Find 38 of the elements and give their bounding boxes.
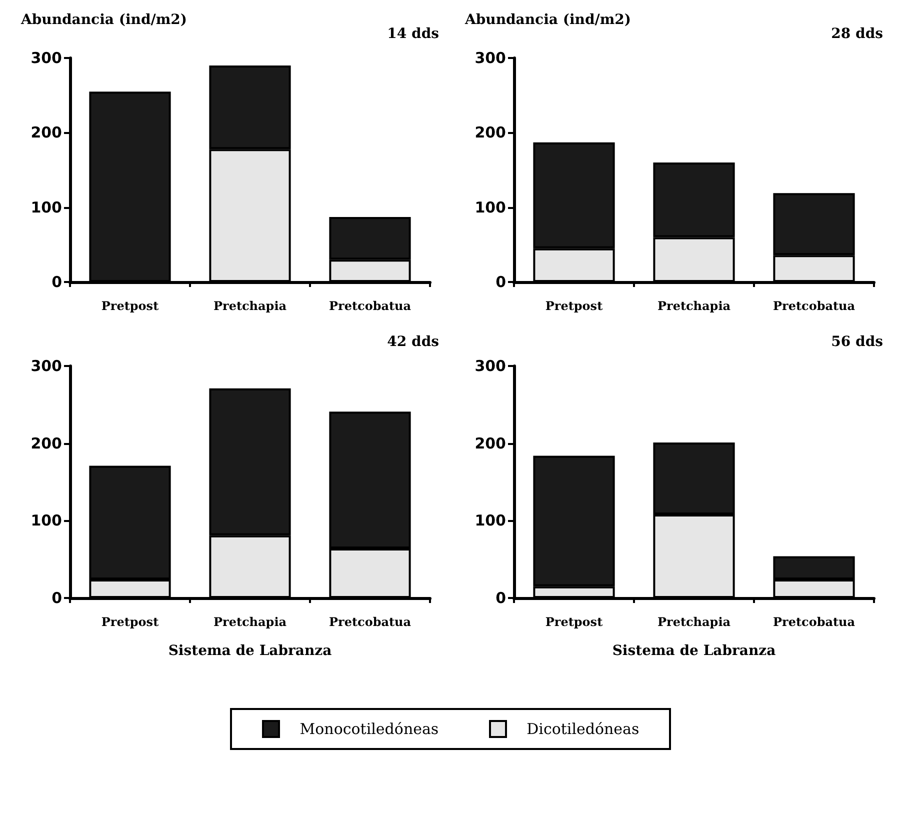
x-tick-label: Pretpost <box>101 615 160 629</box>
x-tick-label: Pretchapia <box>213 299 287 313</box>
x-tick-label: Pretpost <box>545 615 604 629</box>
y-axis-title: Abundancia (ind/m2) <box>20 12 188 28</box>
y-tick-label: 300 <box>30 357 62 375</box>
x-tick-label: Pretcobatua <box>328 615 412 629</box>
x-tick-label: Pretcobatua <box>772 299 856 313</box>
chart-title: 56 dds <box>831 334 884 350</box>
chart-title: 28 dds <box>831 26 884 42</box>
x-tick-label: Pretchapia <box>657 299 731 313</box>
y-tick-label: 100 <box>474 198 506 216</box>
chart-title: 42 dds <box>387 334 440 350</box>
y-tick-label: 200 <box>474 124 506 142</box>
chart-title: 14 dds <box>387 26 440 42</box>
y-tick-label: 200 <box>30 434 62 452</box>
x-tick-label: Pretcobatua <box>328 299 412 313</box>
x-tick-label: Pretpost <box>545 299 604 313</box>
y-tick-label: 100 <box>30 512 62 530</box>
y-tick-label: 0 <box>496 589 506 607</box>
y-tick-label: 300 <box>474 49 506 67</box>
y-tick-label: 100 <box>30 198 62 216</box>
x-axis-title: Sistema de Labranza <box>612 643 776 659</box>
y-tick-label: 0 <box>52 273 62 291</box>
legend-label: Monocotiledóneas <box>300 720 439 738</box>
legend-label: Dicotiledóneas <box>526 720 640 738</box>
y-tick-label: 200 <box>474 434 506 452</box>
y-tick-label: 0 <box>496 273 506 291</box>
y-tick-label: 300 <box>30 49 62 67</box>
x-axis-title: Sistema de Labranza <box>168 643 332 659</box>
x-tick-label: Pretchapia <box>657 615 731 629</box>
x-tick-label: Pretpost <box>101 299 160 313</box>
y-tick-label: 100 <box>474 512 506 530</box>
y-tick-label: 0 <box>52 589 62 607</box>
y-tick-label: 300 <box>474 357 506 375</box>
y-tick-label: 200 <box>30 124 62 142</box>
y-axis-title: Abundancia (ind/m2) <box>464 12 632 28</box>
x-tick-label: Pretcobatua <box>772 615 856 629</box>
x-tick-label: Pretchapia <box>213 615 287 629</box>
